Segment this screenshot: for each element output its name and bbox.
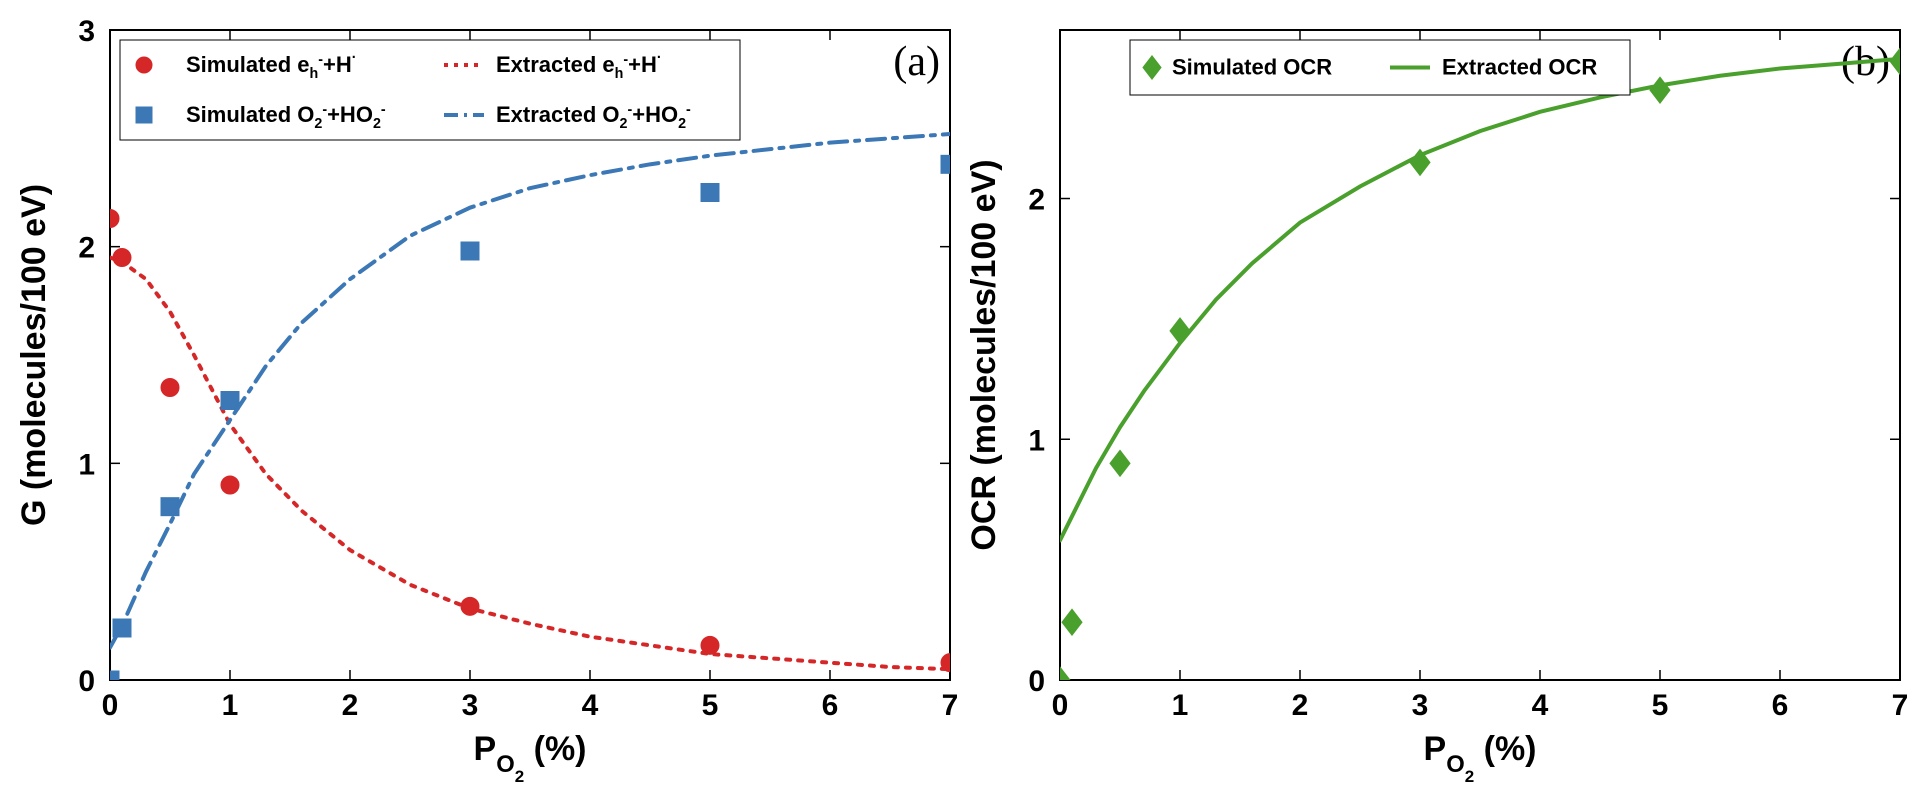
svg-text:2: 2 (1292, 689, 1309, 722)
panel-a: 0 1 2 3 4 5 6 7 0 1 2 3 PO2 (%) G (molecules/100 eV) (… (15, 15, 959, 786)
svg-text:6: 6 (822, 689, 839, 722)
svg-text:7: 7 (1892, 689, 1909, 722)
svg-text:0: 0 (1028, 665, 1045, 698)
svg-text:1: 1 (1028, 424, 1045, 457)
svg-text:2: 2 (342, 689, 359, 722)
svg-text:3: 3 (462, 689, 479, 722)
svg-text:3: 3 (78, 15, 95, 48)
svg-text:3: 3 (1412, 689, 1429, 722)
svg-text:1: 1 (78, 448, 95, 481)
svg-text:Simulated OCR: Simulated OCR (1172, 55, 1332, 80)
svg-text:4: 4 (1532, 689, 1549, 722)
svg-text:PO2 (%): PO2 (%) (1424, 730, 1537, 786)
svg-text:2: 2 (78, 232, 95, 265)
svg-text:4: 4 (582, 689, 599, 722)
svg-text:0: 0 (78, 665, 95, 698)
figure-container: 0 1 2 3 4 5 6 7 0 1 2 3 PO2 (%) G (molecules/100 eV) (… (0, 0, 1920, 799)
svg-text:7: 7 (942, 689, 959, 722)
svg-text:0: 0 (1052, 689, 1069, 722)
series-group (1050, 48, 1910, 693)
series-group (101, 134, 959, 689)
svg-text:1: 1 (222, 689, 239, 722)
svg-text:0: 0 (102, 689, 119, 722)
panel-b: 0 1 2 3 4 5 6 7 0 1 2 PO2 (%) OCR (molecules/100 eV)… (965, 30, 1910, 786)
svg-text:2: 2 (1028, 184, 1045, 217)
svg-text:(a): (a) (893, 39, 940, 85)
svg-text:PO2 (%): PO2 (%) (474, 730, 587, 786)
figure-svg: 0 1 2 3 4 5 6 7 0 1 2 3 PO2 (%) G (molecules/100 eV) (… (0, 0, 1920, 799)
svg-text:G (molecules/100 eV): G (molecules/100 eV) (15, 184, 53, 526)
svg-text:Extracted OCR: Extracted OCR (1442, 55, 1597, 80)
svg-text:1: 1 (1172, 689, 1189, 722)
svg-text:OCR (molecules/100 eV): OCR (molecules/100 eV) (965, 159, 1003, 550)
svg-text:6: 6 (1772, 689, 1789, 722)
svg-text:5: 5 (1652, 689, 1669, 722)
svg-text:5: 5 (702, 689, 719, 722)
